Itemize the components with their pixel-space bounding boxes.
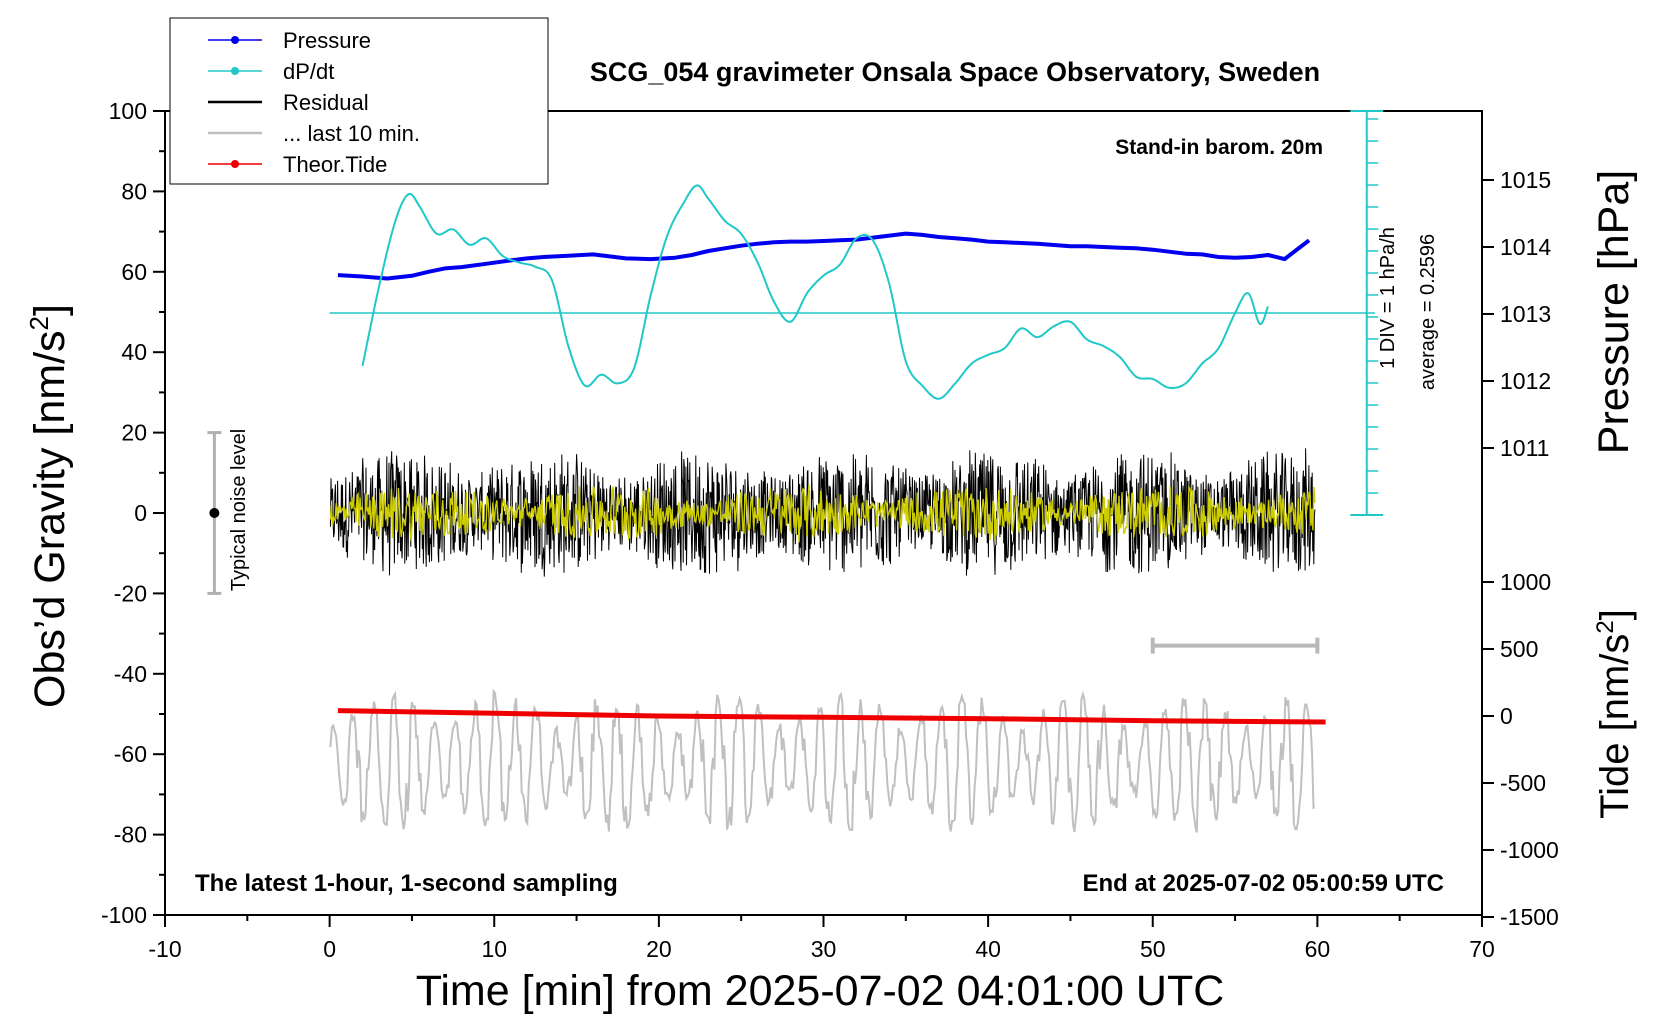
tide-axis-label-sup: 2 [1592,620,1619,633]
pressure-tick-label: 1012 [1500,368,1551,394]
pressure-tick-label: 1013 [1500,301,1551,327]
y-tick-label: -20 [114,580,147,606]
latest-annotation: The latest 1-hour, 1-second sampling [195,870,618,897]
y-axis-label-left: Obs’d Gravity [nm/s2] [24,304,74,708]
y-axis-label-left-text: Obs’d Gravity [nm/s [26,330,74,708]
x-tick-label: 20 [646,936,672,962]
x-tick-label: 0 [323,936,336,962]
y-tick-label: 80 [121,178,147,204]
end-annotation: End at 2025-07-02 05:00:59 UTC [1083,870,1445,897]
tide-tick-label: -500 [1500,770,1546,796]
x-tick-label: 60 [1305,936,1331,962]
x-tick-label: 50 [1140,936,1166,962]
y-axis-label-left-sup: 2 [24,316,54,330]
dpdt-series [361,184,1269,400]
x-axis-label: Time [min] from 2025-07-02 04:01:00 UTC [416,967,1225,1015]
y-tick-label: -40 [114,661,147,687]
x-tick-label: -10 [148,936,181,962]
legend-item-label: ... last 10 min. [283,121,420,146]
y-tick-label: -60 [114,741,147,767]
legend-marker [231,160,239,168]
pressure-axis-label: Pressure [hPa] [1590,170,1638,454]
y-tick-label: -80 [114,822,147,848]
y-tick-label: 100 [109,98,147,124]
legend-marker [231,67,239,75]
y-tick-label: 60 [121,259,147,285]
pressure-tick-label: 1014 [1500,234,1551,260]
legend-item-label: Theor.Tide [283,152,387,177]
tide-series [337,708,1326,725]
barom-annotation: Stand-in barom. 20m [1115,136,1323,159]
legend: Pressure dP/dt Residual ... last 10 min. The… [169,17,549,185]
filtered-residual-series [329,484,1316,543]
tide-axis-label-text: Tide [nm/s [1593,634,1637,819]
tide-tick-label: 0 [1500,703,1513,729]
y-axis-label-left-end: ] [26,304,74,316]
y-tick-label: 0 [134,500,147,526]
x-tick-label: 30 [811,936,837,962]
tide-axis-label: Tide [nm/s2] [1592,609,1637,819]
tide-tick-label: 500 [1500,636,1538,662]
pressure-tick-label: 1015 [1500,167,1551,193]
x-tick-label: 70 [1469,936,1495,962]
x-tick-label: 10 [481,936,507,962]
legend-item-label: Residual [283,90,369,115]
chart-title: SCG_054 gravimeter Onsala Space Observat… [590,57,1320,87]
legend-item-label: dP/dt [283,59,334,84]
average-annotation: average = 0.2596 [1417,234,1439,390]
noise-annotation: Typical noise level [228,429,250,591]
legend-item-label: Pressure [283,28,371,53]
tide-axis-label-end: ] [1593,609,1637,620]
tide-tick-label: -1000 [1500,837,1559,863]
residual-series [329,448,1316,577]
scale-div-annotation: 1 DIV = 1 hPa/h [1377,227,1399,369]
y-tick-label: -100 [101,902,147,928]
x-tick-label: 40 [975,936,1001,962]
y-tick-label: 20 [121,420,147,446]
y-tick-label: 40 [121,339,147,365]
tide-tick-label: -1500 [1500,904,1559,930]
pressure-tick-label: 1011 [1500,435,1549,461]
noise-bar-center [209,508,220,518]
tide-tick-label: 1000 [1500,569,1551,595]
legend-marker [231,36,239,44]
